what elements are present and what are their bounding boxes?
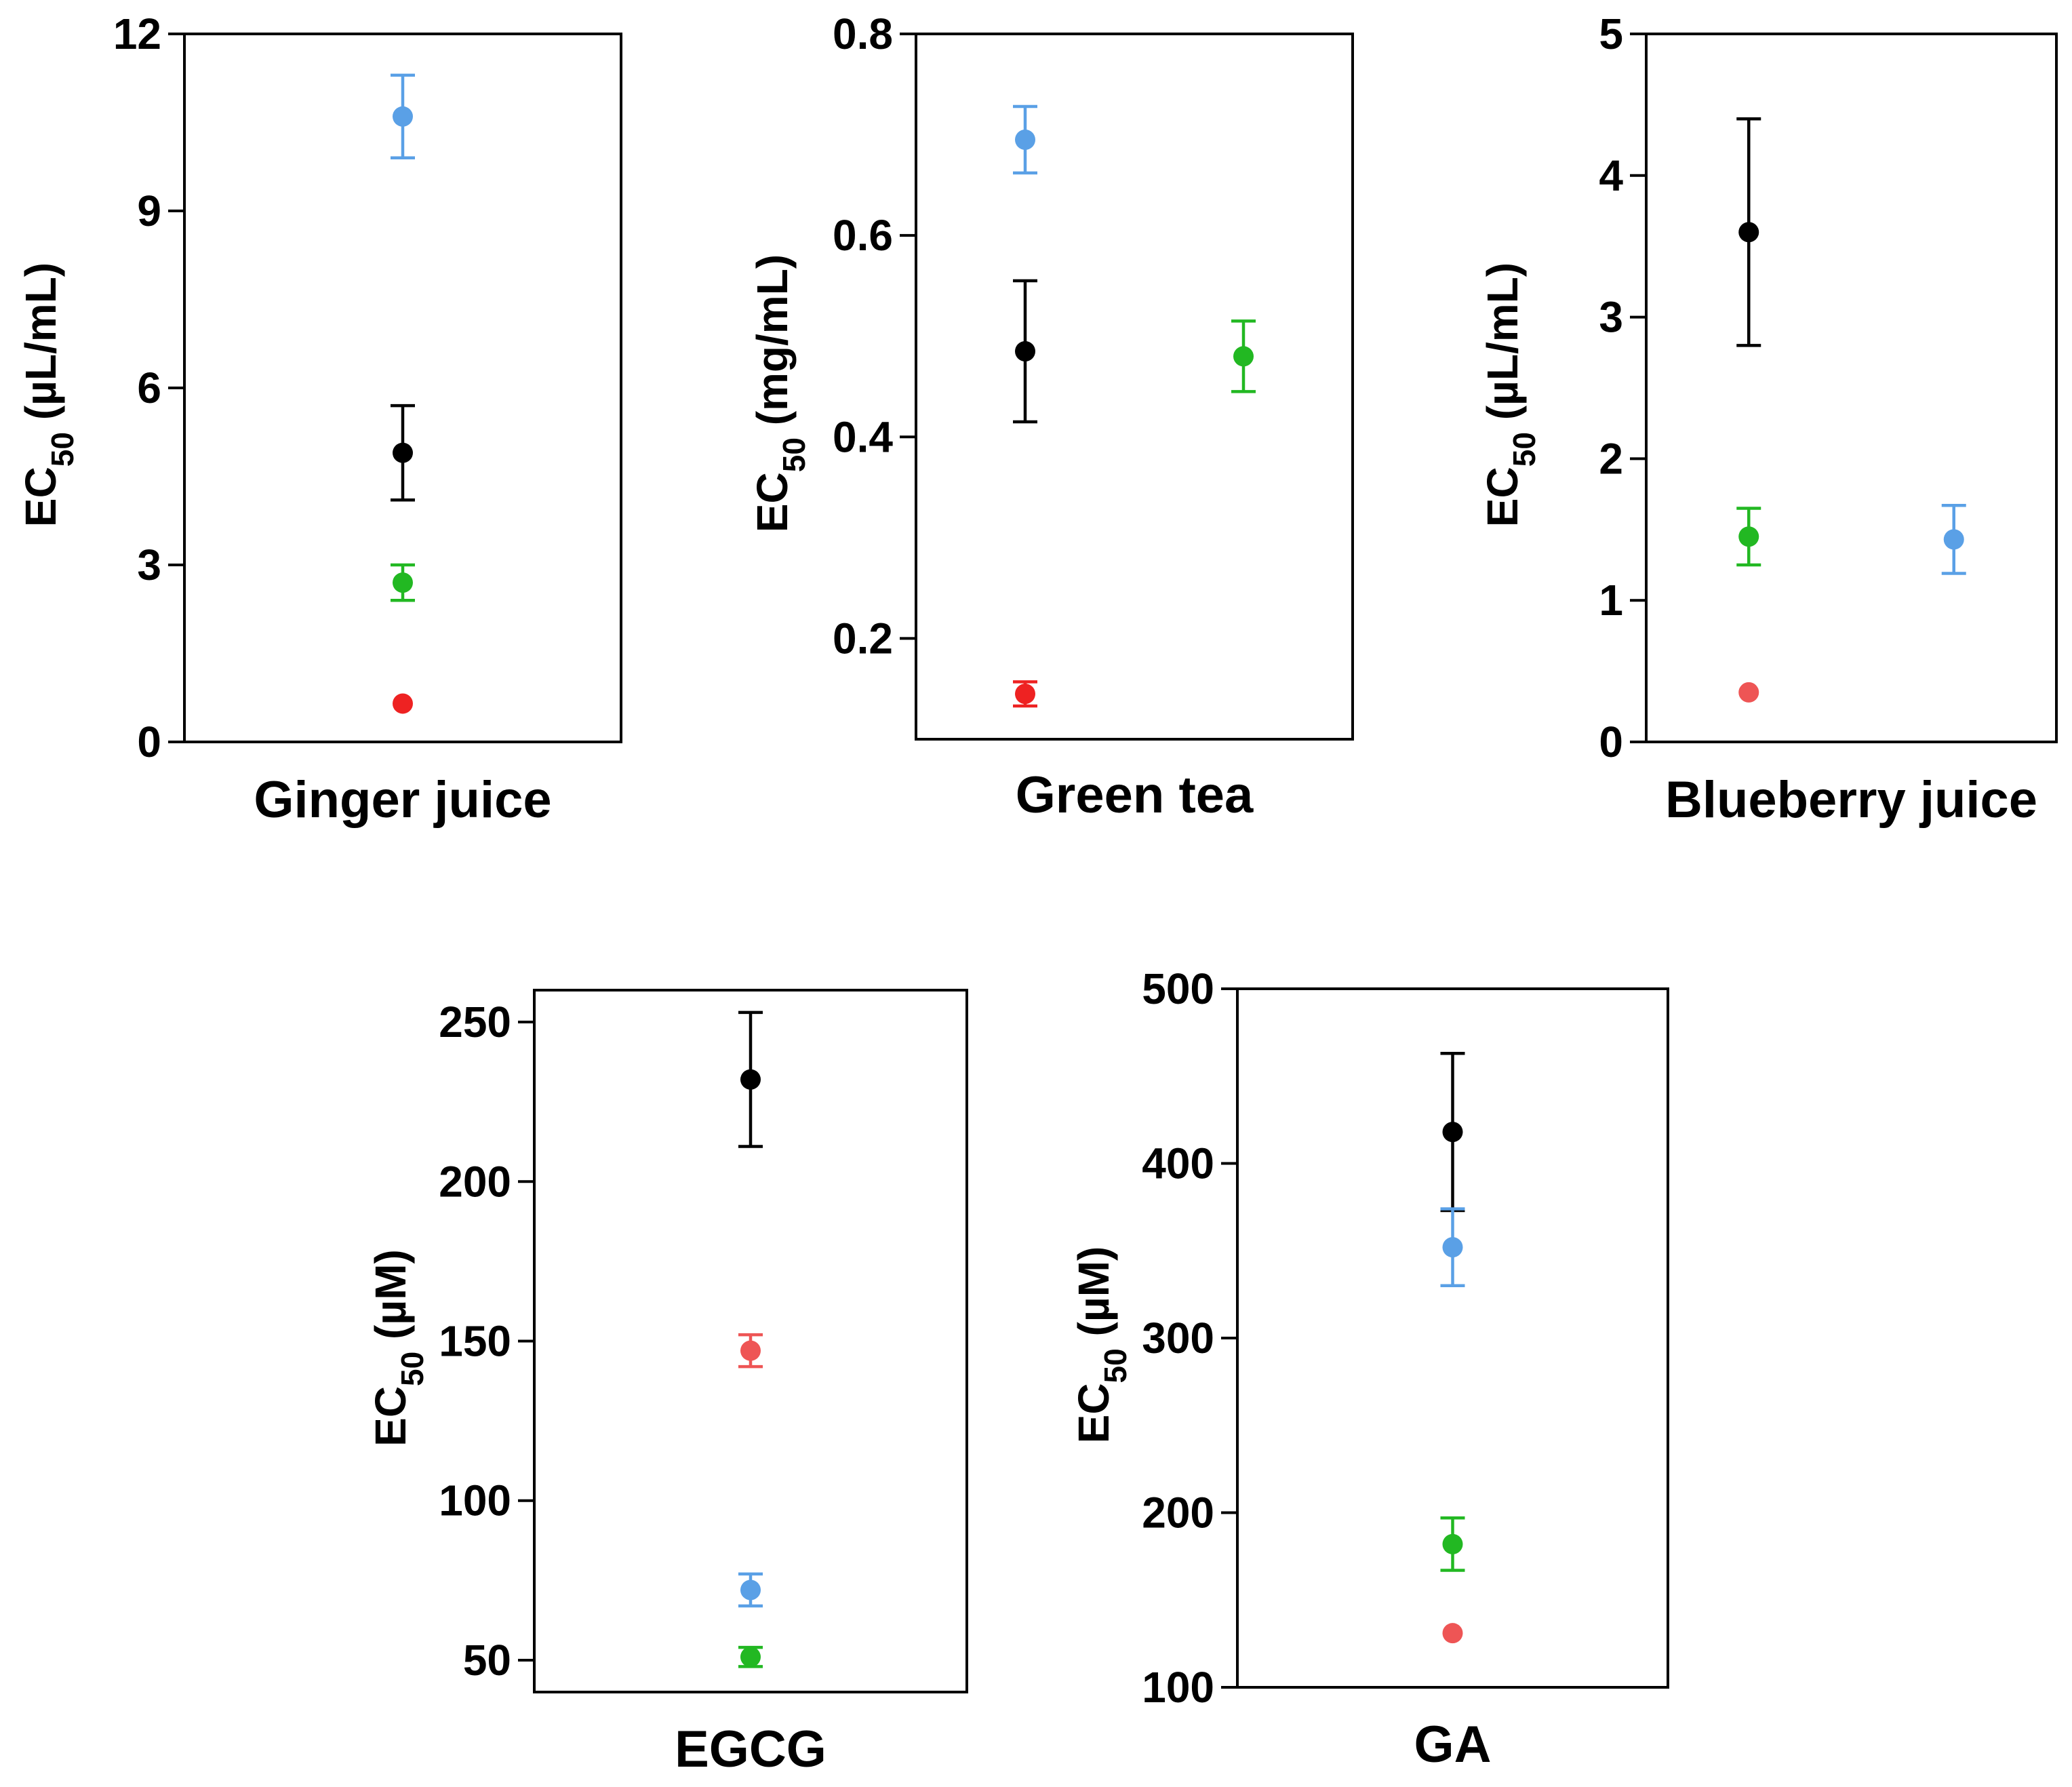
panel-title: Green tea (1016, 766, 1254, 824)
data-point-3 (1738, 682, 1759, 703)
y-tick-label: 0.4 (833, 412, 893, 461)
y-tick-label: 9 (137, 186, 161, 235)
y-tick-label: 0.8 (833, 9, 893, 58)
y-tick-label: 2 (1599, 434, 1623, 483)
data-point-3 (393, 693, 413, 714)
y-tick-label: 0 (137, 718, 161, 766)
y-tick-label: 200 (1142, 1489, 1214, 1537)
y-tick-label: 3 (137, 541, 161, 589)
data-point-0 (740, 1069, 761, 1090)
y-axis-label-main: EC (1478, 467, 1527, 527)
y-axis-label: EC50 (mg/mL) (748, 254, 812, 532)
panel-title: Ginger juice (254, 771, 551, 829)
data-point-2 (1233, 346, 1254, 367)
data-point-0 (1442, 1122, 1463, 1143)
y-axis-label: EC50 (µL/mL) (1478, 262, 1542, 527)
y-tick-label: 4 (1599, 151, 1623, 200)
y-axis-label-subscript: 50 (1507, 432, 1542, 467)
panel-title: Blueberry juice (1665, 771, 2037, 829)
y-axis-label-unit: (µM) (1069, 1246, 1118, 1349)
panel-title: GA (1414, 1716, 1492, 1773)
y-axis-label: EC50 (µL/mL) (16, 262, 80, 527)
data-point-0 (393, 106, 413, 127)
chart-panel-4: 100 200 300 400 500 EC50 (µM) GA (1069, 964, 1669, 1773)
data-point-2 (393, 572, 413, 593)
y-tick-label: 300 (1142, 1314, 1214, 1362)
y-tick-label: 5 (1599, 9, 1623, 58)
y-tick-label: 400 (1142, 1139, 1214, 1188)
y-tick-label: 12 (113, 9, 161, 58)
chart-panel-1: 0.2 0.4 0.6 0.8 EC50 (mg/mL) Green tea (748, 9, 1354, 824)
y-axis-label: EC50 (µM) (366, 1249, 430, 1447)
y-tick-label: 200 (439, 1157, 511, 1206)
data-point-3 (1442, 1623, 1463, 1644)
chart-panel-0: 0 3 6 9 12 EC50 (µL/mL) Ginger juice (16, 9, 622, 829)
plot-frame (1645, 33, 2058, 743)
data-point-0 (1015, 130, 1035, 150)
data-point-3 (1015, 684, 1035, 705)
y-tick-label: 0.6 (833, 211, 893, 260)
y-axis-label-unit: (µM) (366, 1249, 415, 1352)
y-axis-label-subscript: 50 (395, 1352, 430, 1386)
y-axis-label-unit: (µL/mL) (16, 262, 65, 432)
data-point-1 (393, 442, 413, 463)
y-tick-label: 150 (439, 1317, 511, 1366)
y-tick-label: 250 (439, 998, 511, 1046)
y-axis-label-main: EC (1069, 1383, 1118, 1443)
y-axis-label-subscript: 50 (1098, 1348, 1133, 1383)
y-axis-label-unit: (µL/mL) (1478, 262, 1527, 432)
data-point-2 (740, 1579, 761, 1601)
data-point-2 (1442, 1533, 1463, 1554)
plot-frame (915, 33, 1354, 741)
data-point-1 (1442, 1237, 1463, 1258)
y-tick-label: 1 (1599, 576, 1623, 625)
y-tick-label: 0 (1599, 718, 1623, 766)
data-point-1 (1015, 341, 1035, 361)
y-tick-label: 50 (463, 1636, 511, 1685)
data-point-3 (740, 1647, 761, 1668)
panel-title: EGCG (675, 1721, 826, 1778)
y-tick-label: 6 (137, 364, 161, 412)
data-point-1 (740, 1340, 761, 1361)
y-axis-label-unit: (mg/mL) (748, 254, 797, 437)
y-tick-label: 0.2 (833, 614, 893, 663)
chart-panel-2: 0 1 2 3 4 5 EC50 (µL/mL) Blueberry juice (1478, 9, 2058, 829)
y-axis-label: EC50 (µM) (1069, 1246, 1133, 1444)
y-axis-label-main: EC (366, 1386, 415, 1447)
y-tick-label: 500 (1142, 964, 1214, 1013)
y-tick-label: 100 (1142, 1663, 1214, 1712)
data-point-1 (1738, 526, 1759, 547)
data-point-0 (1738, 222, 1759, 243)
y-tick-label: 100 (439, 1476, 511, 1525)
y-axis-label-main: EC (748, 472, 797, 532)
data-point-2 (1943, 529, 1964, 550)
y-axis-label-main: EC (16, 467, 65, 527)
y-tick-label: 3 (1599, 293, 1623, 342)
y-axis-label-subscript: 50 (45, 432, 80, 467)
y-axis-label-subscript: 50 (776, 437, 812, 472)
